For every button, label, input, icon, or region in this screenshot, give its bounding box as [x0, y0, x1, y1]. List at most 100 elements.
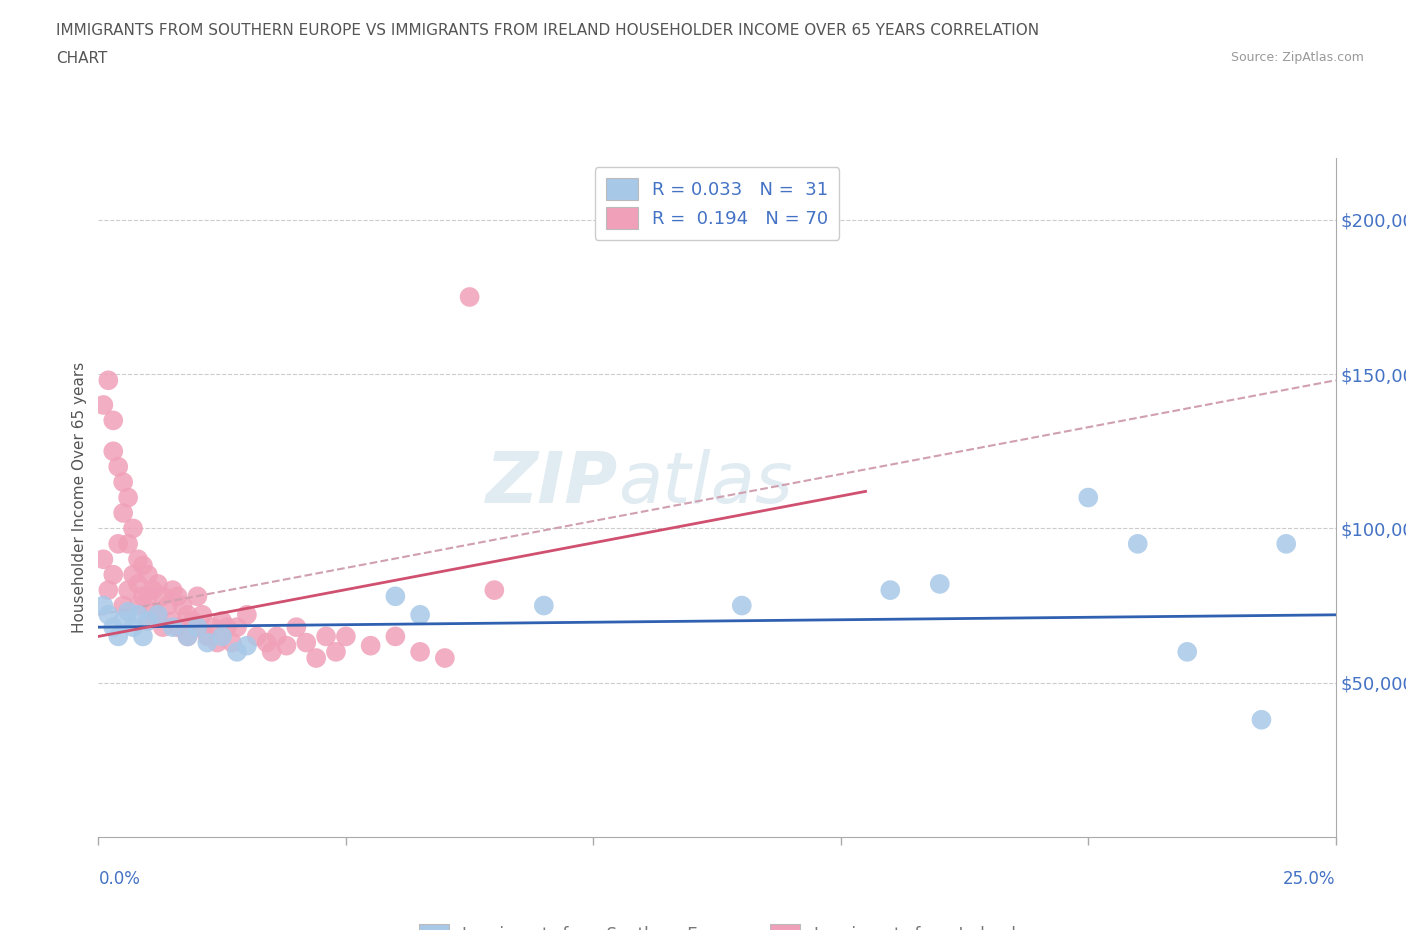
Point [136, 567, 159, 582]
Text: CHART: CHART [56, 51, 108, 66]
Point [97, 607, 120, 622]
Point [285, 619, 308, 634]
Point [533, 598, 555, 613]
Point [132, 589, 155, 604]
Point [226, 644, 249, 659]
Point [127, 577, 149, 591]
Point [112, 614, 135, 629]
Point [172, 598, 194, 613]
Point [205, 635, 228, 650]
Point [186, 619, 208, 634]
Point [879, 583, 901, 598]
Point [127, 551, 149, 566]
Point [152, 619, 174, 634]
Point [156, 598, 179, 613]
Point [1250, 712, 1272, 727]
Point [384, 629, 406, 644]
Point [132, 629, 155, 644]
Point [433, 651, 456, 666]
Point [186, 589, 208, 604]
Point [409, 607, 432, 622]
Text: 0.0%: 0.0% [98, 870, 141, 887]
Text: atlas: atlas [619, 449, 793, 518]
Point [217, 619, 239, 634]
Legend: Immigrants from Southern Europe, Immigrants from Ireland: Immigrants from Southern Europe, Immigra… [412, 917, 1022, 930]
Point [103, 567, 125, 582]
Point [176, 607, 198, 622]
Point [107, 537, 129, 551]
Point [226, 619, 249, 634]
Point [142, 583, 165, 598]
Point [221, 635, 243, 650]
Point [1175, 644, 1198, 659]
Point [928, 577, 950, 591]
Text: IMMIGRANTS FROM SOUTHERN EUROPE VS IMMIGRANTS FROM IRELAND HOUSEHOLDER INCOME OV: IMMIGRANTS FROM SOUTHERN EUROPE VS IMMIG… [56, 23, 1039, 38]
Point [142, 604, 165, 619]
Point [484, 583, 506, 598]
Point [236, 607, 259, 622]
Point [176, 629, 198, 644]
Point [93, 397, 115, 412]
Point [384, 589, 406, 604]
Point [458, 289, 481, 304]
Point [136, 614, 159, 629]
Point [211, 614, 233, 629]
Text: ZIP: ZIP [486, 449, 619, 518]
Text: 25.0%: 25.0% [1284, 870, 1336, 887]
Point [176, 629, 198, 644]
Point [191, 607, 214, 622]
Point [117, 537, 139, 551]
Point [360, 638, 382, 653]
Point [1126, 537, 1149, 551]
Point [117, 583, 139, 598]
Point [127, 598, 149, 613]
Point [162, 619, 184, 634]
Point [132, 558, 155, 573]
Point [107, 459, 129, 474]
Point [103, 413, 125, 428]
Point [117, 604, 139, 619]
Point [195, 635, 218, 650]
Point [127, 607, 149, 622]
Point [409, 644, 432, 659]
Point [146, 577, 169, 591]
Point [246, 629, 269, 644]
Point [236, 638, 259, 653]
Point [146, 607, 169, 622]
Point [1077, 490, 1099, 505]
Point [260, 644, 283, 659]
Point [97, 583, 120, 598]
Point [325, 644, 347, 659]
Point [295, 635, 318, 650]
Point [305, 651, 328, 666]
Point [266, 629, 288, 644]
Point [103, 619, 125, 634]
Point [93, 551, 115, 566]
Point [103, 444, 125, 458]
Point [122, 567, 145, 582]
Point [93, 598, 115, 613]
Point [201, 619, 224, 634]
Point [146, 607, 169, 622]
Point [315, 629, 337, 644]
Point [166, 619, 188, 634]
Point [335, 629, 357, 644]
Point [112, 474, 135, 489]
Point [195, 629, 218, 644]
Point [166, 589, 188, 604]
Point [256, 635, 278, 650]
Text: Source: ZipAtlas.com: Source: ZipAtlas.com [1230, 51, 1364, 64]
Point [122, 521, 145, 536]
Point [107, 629, 129, 644]
Point [152, 589, 174, 604]
Point [117, 490, 139, 505]
Y-axis label: Householder Income Over 65 years: Householder Income Over 65 years [72, 362, 87, 633]
Point [1275, 537, 1298, 551]
Point [112, 506, 135, 521]
Point [276, 638, 298, 653]
Point [136, 589, 159, 604]
Point [122, 619, 145, 634]
Point [186, 619, 208, 634]
Point [731, 598, 754, 613]
Point [181, 614, 204, 629]
